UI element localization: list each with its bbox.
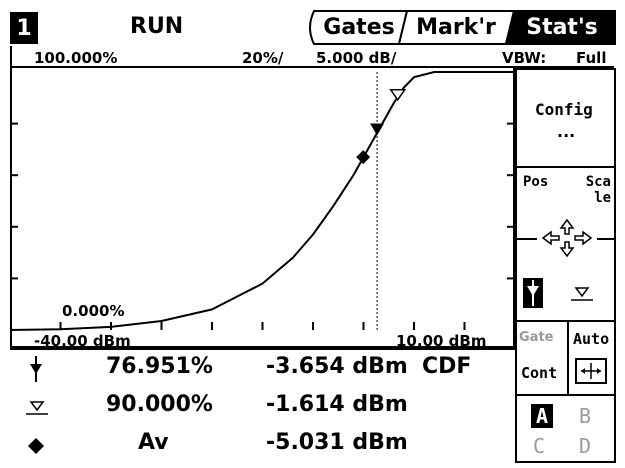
marker1-point: [370, 123, 385, 136]
average-diamond-icon: [28, 438, 44, 454]
softkey-panel: Config ... Pos Sca le Gate Auto Cont A: [515, 68, 616, 463]
marker2-select-icon[interactable]: [567, 284, 597, 304]
channel-indicator: 1: [10, 12, 38, 44]
cdf-curve: [10, 71, 515, 331]
ref-percent: 100.000%: [34, 49, 118, 67]
tab-bar: Gates Mark'r Stat's: [304, 10, 616, 46]
left-border: [10, 46, 12, 350]
marker1-icon: [30, 356, 42, 382]
reading-label-av: Av: [138, 430, 169, 455]
reading-row-marker2: 90.000% -1.614 dBm: [10, 388, 515, 424]
trace-d[interactable]: D: [579, 434, 592, 458]
plot-area: [10, 71, 515, 331]
plot-bottom-border: [10, 348, 515, 350]
trace-c[interactable]: C: [533, 434, 546, 458]
reading-row-marker1: 76.951% -3.654 dBm CDF: [10, 350, 515, 386]
x-end-label: 10.00 dBm: [396, 332, 487, 350]
info-row: 100.000% 20%/ 5.000 dB/ VBW: Full: [10, 46, 614, 68]
x-start-label: -40.00 dBm: [34, 332, 131, 350]
marker2-icon: [26, 401, 48, 415]
gate-cont-section: [517, 322, 569, 394]
vbw-label: VBW:: [502, 49, 547, 67]
reading-dbm: -5.031 dBm: [266, 430, 408, 455]
cdf-plot: 0.000% -40.00 dBm 10.00 dBm: [10, 68, 515, 350]
plot-min-label: 0.000%: [62, 302, 125, 320]
reading-dbm: -1.614 dBm: [266, 392, 408, 417]
divider-right: [597, 238, 614, 240]
reading-cdf: CDF: [422, 354, 472, 379]
reading-percent: 76.951%: [106, 354, 213, 379]
pos-label: Pos: [523, 174, 549, 190]
reading-row-average: Av -5.031 dBm: [10, 426, 515, 462]
db-per-div: 5.000 dB/: [316, 49, 397, 67]
tab-stats[interactable]: Stat's: [526, 14, 598, 40]
trace-a[interactable]: A: [531, 404, 553, 428]
readings-panel: 76.951% -3.654 dBm CDF 90.000% -1.614 dB…: [10, 350, 515, 463]
tab-gates[interactable]: Gates: [323, 14, 395, 40]
gate-auto-softkey[interactable]: Gate Auto Cont: [517, 322, 614, 396]
marker1-select-icon[interactable]: [523, 278, 543, 308]
vbw-value: Full: [576, 49, 607, 67]
config-ellipsis: ...: [557, 122, 576, 141]
auto-label: Auto: [573, 330, 610, 348]
tab-markers[interactable]: Mark'r: [416, 14, 496, 40]
reading-dbm: -3.654 dBm: [266, 354, 408, 379]
run-status: RUN: [130, 14, 184, 39]
config-label: Config: [535, 100, 593, 119]
move-arrows-icon: [541, 218, 593, 258]
marker2-point: [389, 89, 407, 102]
gate-label: Gate: [519, 330, 554, 345]
pos-scale-softkey[interactable]: Pos Sca le: [517, 168, 614, 322]
reading-percent: 90.000%: [106, 392, 213, 417]
percent-per-div: 20%/: [242, 49, 284, 67]
expand-icon[interactable]: [575, 358, 607, 384]
tab-outline: [309, 10, 616, 45]
scale-label: Sca le: [585, 174, 611, 206]
trace-b[interactable]: B: [579, 404, 592, 428]
channel-number: 1: [16, 15, 32, 41]
config-softkey[interactable]: Config ...: [517, 70, 614, 168]
average-point: [356, 150, 371, 165]
cont-label: Cont: [521, 364, 558, 382]
trace-select-softkey[interactable]: A B C D: [517, 396, 614, 461]
divider-left: [517, 238, 537, 240]
